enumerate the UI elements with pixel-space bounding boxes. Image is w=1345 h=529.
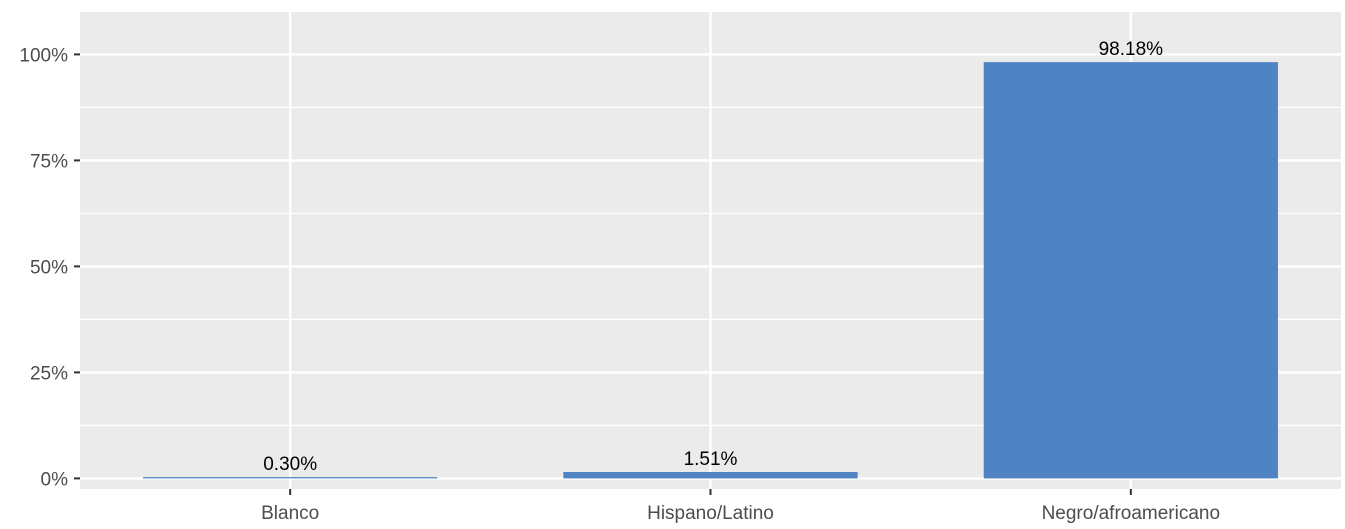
x-tick-label: Negro/afroamericano bbox=[1042, 503, 1220, 524]
bar-hispano-latino bbox=[563, 471, 858, 479]
data-label: 98.18% bbox=[1099, 39, 1164, 60]
bar-negro-afroamericano bbox=[983, 62, 1278, 479]
x-tick-label: Hispano/Latino bbox=[647, 503, 774, 524]
y-axis: 0% 25% 50% 75% 100% bbox=[19, 45, 80, 490]
y-tick-label: 25% bbox=[30, 363, 68, 384]
x-axis: Blanco Hispano/Latino Negro/afroamericano bbox=[261, 489, 1220, 524]
data-label: 1.51% bbox=[684, 449, 738, 470]
x-tick-label: Blanco bbox=[261, 503, 319, 524]
data-label: 0.30% bbox=[263, 454, 317, 475]
bars bbox=[143, 62, 1278, 479]
data-labels: 0.30% 1.51% 98.18% bbox=[263, 39, 1163, 475]
y-tick-label: 50% bbox=[30, 257, 68, 278]
y-tick-label: 0% bbox=[41, 469, 69, 490]
y-tick-label: 75% bbox=[30, 151, 68, 172]
y-tick-label: 100% bbox=[19, 45, 68, 66]
bar-blanco bbox=[143, 477, 438, 479]
